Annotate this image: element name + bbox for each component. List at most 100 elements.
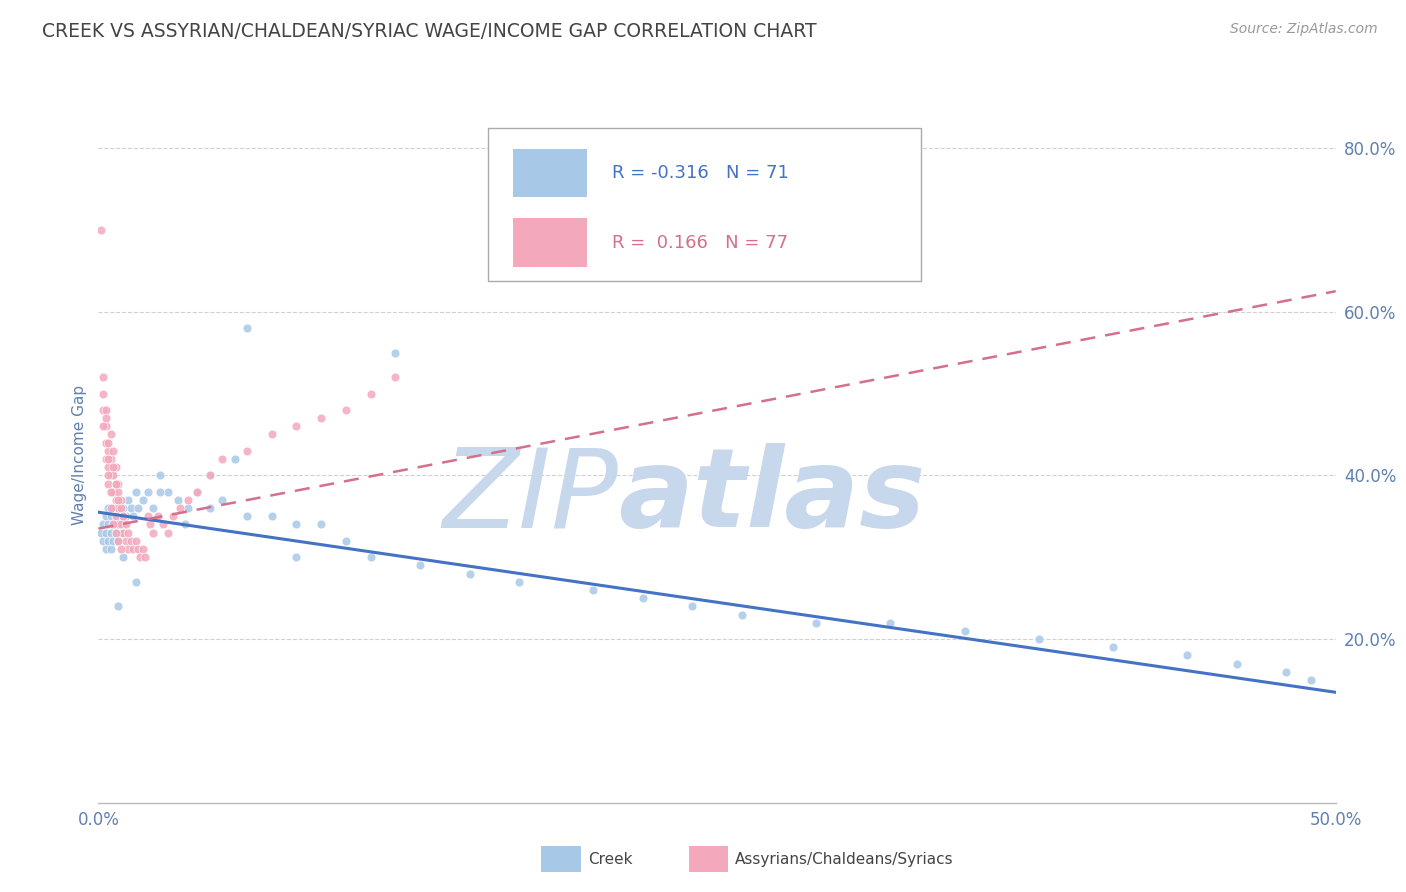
- Point: [94, 542, 117, 557]
- Y-axis label: Wage/Income Gap: Wage/Income Gap: [72, 384, 87, 525]
- Point: [360, 550, 382, 565]
- Point: [104, 525, 127, 540]
- Point: [97, 443, 120, 458]
- Point: [97, 460, 120, 475]
- Point: [107, 484, 129, 499]
- Point: [93, 370, 115, 384]
- Point: [149, 468, 172, 483]
- Point: [285, 419, 308, 434]
- Point: [93, 386, 115, 401]
- Point: [804, 615, 827, 630]
- Point: [103, 517, 125, 532]
- Point: [112, 509, 135, 524]
- Point: [100, 484, 122, 499]
- Point: [139, 517, 162, 532]
- Point: [110, 542, 132, 557]
- Point: [260, 509, 283, 524]
- Point: [107, 517, 129, 532]
- Point: [198, 501, 221, 516]
- Point: [149, 484, 172, 499]
- Point: [103, 501, 125, 516]
- Point: [309, 517, 332, 532]
- Point: [104, 492, 127, 507]
- Point: [103, 460, 125, 475]
- Point: [136, 509, 159, 524]
- Point: [110, 525, 132, 540]
- Text: Creek: Creek: [588, 853, 633, 867]
- Point: [110, 492, 132, 507]
- Point: [132, 542, 155, 557]
- Point: [104, 476, 127, 491]
- Point: [186, 484, 208, 499]
- Point: [953, 624, 976, 638]
- Point: [97, 533, 120, 548]
- Point: [94, 435, 117, 450]
- Point: [100, 509, 122, 524]
- Point: [211, 492, 233, 507]
- Point: [110, 509, 132, 524]
- Point: [198, 468, 221, 483]
- Point: [122, 509, 145, 524]
- Point: [97, 501, 120, 516]
- Bar: [513, 149, 588, 197]
- Point: [110, 501, 132, 516]
- Point: [114, 533, 136, 548]
- Point: [360, 386, 382, 401]
- Point: [107, 476, 129, 491]
- Point: [100, 525, 122, 540]
- Point: [93, 419, 115, 434]
- Text: ZIP: ZIP: [443, 443, 619, 550]
- Point: [146, 509, 169, 524]
- Point: [176, 492, 198, 507]
- Point: [122, 542, 145, 557]
- Point: [104, 460, 127, 475]
- Point: [169, 501, 191, 516]
- Point: [117, 492, 139, 507]
- Point: [94, 435, 117, 450]
- Text: Source: ZipAtlas.com: Source: ZipAtlas.com: [1230, 22, 1378, 37]
- Point: [107, 599, 129, 614]
- Point: [104, 476, 127, 491]
- Point: [134, 550, 156, 565]
- Point: [582, 582, 605, 597]
- Point: [97, 476, 120, 491]
- Text: CREEK VS ASSYRIAN/CHALDEAN/SYRIAC WAGE/INCOME GAP CORRELATION CHART: CREEK VS ASSYRIAN/CHALDEAN/SYRIAC WAGE/I…: [42, 22, 817, 41]
- Point: [129, 550, 152, 565]
- Point: [90, 223, 112, 237]
- Text: Assyrians/Chaldeans/Syriacs: Assyrians/Chaldeans/Syriacs: [735, 853, 953, 867]
- Point: [93, 533, 115, 548]
- Point: [174, 517, 197, 532]
- Point: [384, 345, 406, 359]
- Point: [114, 517, 136, 532]
- Point: [100, 452, 122, 467]
- Point: [93, 403, 115, 417]
- Point: [1102, 640, 1125, 655]
- Point: [100, 427, 122, 442]
- Point: [120, 533, 142, 548]
- Point: [285, 517, 308, 532]
- Point: [104, 509, 127, 524]
- Point: [103, 484, 125, 499]
- Point: [112, 501, 135, 516]
- Point: [112, 550, 135, 565]
- Point: [97, 435, 120, 450]
- Point: [384, 370, 406, 384]
- Point: [132, 492, 155, 507]
- Point: [224, 452, 246, 467]
- Point: [236, 443, 259, 458]
- Point: [94, 525, 117, 540]
- Point: [176, 501, 198, 516]
- Point: [94, 411, 117, 425]
- Point: [100, 542, 122, 557]
- Point: [681, 599, 703, 614]
- Point: [94, 509, 117, 524]
- Point: [100, 501, 122, 516]
- Point: [124, 533, 146, 548]
- Point: [409, 558, 432, 573]
- Point: [1275, 665, 1298, 679]
- Point: [1299, 673, 1322, 687]
- Point: [94, 419, 117, 434]
- Point: [104, 509, 127, 524]
- Point: [100, 468, 122, 483]
- Point: [156, 525, 179, 540]
